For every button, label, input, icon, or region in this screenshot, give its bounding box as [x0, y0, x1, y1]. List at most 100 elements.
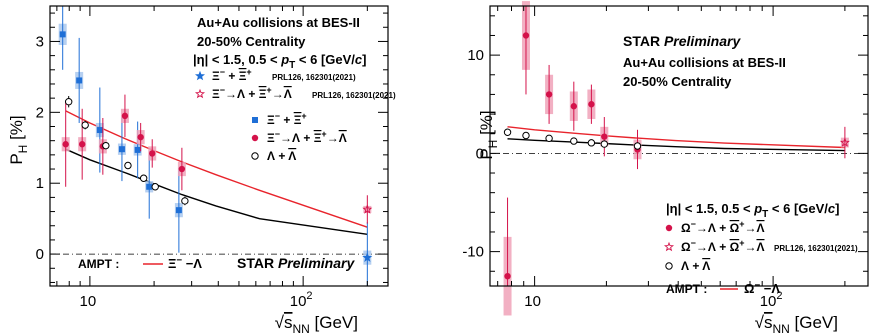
legend-entry-label-part: +: [225, 69, 239, 83]
legend-entry-label-part: →: [744, 240, 756, 254]
x-axis-title: √sNN [GeV]: [755, 313, 838, 334]
cut-part: < 6 [GeV/: [295, 52, 355, 67]
legend-entry-label: Ω−→Λ + Ω+→Λ: [681, 238, 764, 254]
y-axis-sub: H: [16, 145, 30, 154]
star-preliminary-label: STAR Preliminary: [623, 33, 741, 49]
legend-entry-label-part: +: [739, 219, 744, 229]
legend-entry-label-part: Λ +: [681, 259, 702, 273]
kinematic-cut-label: |η| < 1.5, 0.5 < pT < 6 [GeV/c]: [193, 52, 366, 71]
x-axis-sqrt: √: [755, 313, 765, 332]
marker-point: [587, 139, 596, 147]
series-star-blue: [362, 222, 373, 286]
marker-point: [588, 101, 595, 108]
marker-legend-circle-red: [665, 224, 673, 232]
legend-entry-label: Ξ− + Ξ+: [212, 67, 252, 83]
legend-entry-label-part: →: [327, 131, 339, 145]
series-circle-open: [64, 96, 189, 206]
marker-point: [149, 150, 156, 157]
x-axis-s: s: [284, 313, 293, 332]
ampt-curve-lambda: [65, 148, 368, 235]
x-tick-label-exponent: 2: [776, 290, 782, 302]
marker-legend-star-blue: [194, 70, 206, 81]
cut-part: < 6 [GeV/: [768, 201, 828, 216]
ampt-curve-xi-omega: [507, 126, 845, 149]
marker-point: [134, 146, 141, 153]
marker-point: [76, 77, 83, 84]
x-axis-sqrt: √: [275, 313, 285, 332]
legend-entry-label-part: Ω: [730, 240, 740, 254]
y-tick-label: 2: [36, 104, 44, 121]
star-preliminary-label: STAR Preliminary: [237, 255, 355, 271]
plot-frame: [489, 5, 869, 287]
legend-entry-label-part: →: [744, 221, 756, 235]
legend-entry-label-part: +: [321, 129, 326, 139]
x-axis-unit: [GeV]: [790, 313, 838, 332]
header-centrality: 20-50% Centrality: [623, 74, 732, 89]
y-axis-title: PH [%]: [477, 110, 500, 159]
legend-entry-label-part: −: [691, 219, 696, 229]
series-square-blue: [58, 6, 183, 253]
legend-entry-label-part: →Λ +: [696, 221, 730, 235]
marker-point: [124, 161, 132, 170]
legend-entry-label-part: +: [280, 113, 294, 127]
x-tick-label: 102: [290, 290, 313, 310]
marker-point: [503, 128, 512, 136]
marker-point: [181, 197, 189, 205]
legend-entry-label-part: →: [272, 87, 284, 101]
marker-legend-star-red: [663, 241, 675, 252]
marker-point: [118, 146, 125, 153]
marker-point: [839, 137, 850, 147]
legend: Au+Au collisions at BES-II 20-50% Central…: [78, 15, 396, 271]
header-centrality: 20-50% Centrality: [197, 34, 306, 49]
y-axis-unit: [%]: [7, 115, 26, 144]
legend-entry-label-part: Λ: [756, 221, 764, 235]
marker-point: [151, 183, 159, 191]
cut-part: ]: [362, 52, 366, 67]
series-star-red: [839, 126, 850, 159]
legend-entry-label-part: Λ: [288, 149, 296, 163]
marker-point: [78, 141, 86, 148]
legend-reference: PRL126, 162301(2021): [774, 244, 858, 253]
marker-point: [178, 165, 186, 173]
marker-point: [362, 252, 373, 262]
ampt-label: AMPT :: [78, 257, 119, 271]
cut-part: ]: [835, 201, 839, 216]
x-tick-label: 10: [524, 293, 541, 310]
kinematic-cut-label: |η| < 1.5, 0.5 < pT < 6 [GeV/c]: [666, 201, 839, 220]
cut-part: |η| < 1.5, 0.5 <: [666, 201, 754, 216]
x-tick-label-exponent: 2: [306, 290, 312, 302]
x-axis-unit: [GeV]: [310, 313, 358, 332]
legend-entry-label: Ξ− + Ξ+: [267, 111, 307, 127]
legend-entry-label-part: →Λ +: [280, 131, 314, 145]
preliminary-label: Preliminary: [274, 255, 355, 271]
legend-entry-label: Λ + Λ: [681, 259, 710, 273]
ampt-legend-label-part: −: [176, 255, 182, 266]
ampt-legend-label-part: −: [754, 280, 760, 291]
marker-legend-circle-red: [251, 134, 259, 142]
marker-point: [522, 131, 530, 140]
ampt-legend-label-part: Ω: [744, 281, 754, 296]
marker-point: [504, 272, 511, 280]
series-circle-open: [503, 128, 642, 150]
marker-point: [139, 174, 148, 182]
legend-entry-label-part: Ξ: [259, 87, 267, 101]
ampt-curve-xi-omega: [65, 110, 368, 228]
marker-point: [545, 134, 553, 143]
legend-entry-label-part: Λ +: [267, 149, 288, 163]
marker-point: [601, 133, 608, 140]
legend-entry-label-part: −: [220, 67, 225, 77]
legend-entry-label-part: Ξ: [267, 131, 275, 145]
legend-entry-label-part: Ω: [730, 221, 740, 235]
y-axis-sub: H: [486, 140, 500, 149]
series-circle-red: [503, 1, 642, 316]
y-axis-p: P: [7, 153, 26, 164]
cut-part: p: [753, 201, 762, 216]
marker-point: [64, 97, 73, 106]
x-tick-label-base: 10: [80, 293, 97, 310]
x-axis-s: s: [764, 313, 773, 332]
y-axis-title-group: PH [%]: [7, 115, 30, 164]
legend-entry-label: Ξ−→Λ + Ξ+→Λ: [212, 85, 292, 101]
x-tick-label-base: 10: [524, 293, 541, 310]
